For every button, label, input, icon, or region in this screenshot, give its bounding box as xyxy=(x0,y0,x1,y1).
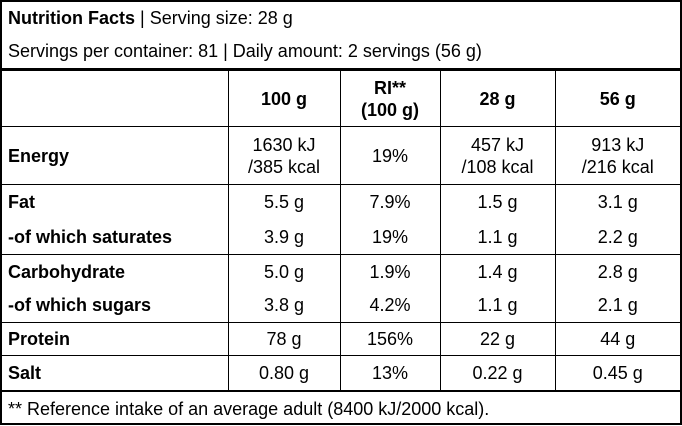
row: Energy 1630 kJ /385 kcal 19% 457 kJ /108 kc… xyxy=(2,126,680,185)
row: Fat 5.5 g 7.9% 1.5 g 3.1 g xyxy=(2,184,680,220)
value-cell: 19% xyxy=(339,219,441,255)
nutrient-name: Salt xyxy=(2,355,229,391)
header-line: Nutrition Facts | Serving size: 28 g xyxy=(2,2,680,35)
value-cell: 1.9% xyxy=(339,254,441,289)
nutrient-name: Fat xyxy=(2,184,229,220)
nutrient-name: -of which saturates xyxy=(2,219,229,255)
value-cell: 1.4 g xyxy=(439,254,556,289)
value-cell: 2.2 g xyxy=(554,219,680,255)
column-header: 56 g xyxy=(554,70,680,127)
value-cell: 1.1 g xyxy=(439,288,556,323)
header-line: Servings per container: 81 | Daily amoun… xyxy=(2,35,680,70)
value-cell: 0.22 g xyxy=(439,355,556,391)
title: Nutrition Facts xyxy=(8,8,136,28)
value-cell: 19% xyxy=(339,126,441,185)
value-cell: 13% xyxy=(339,355,441,391)
corner-cell xyxy=(2,70,229,127)
row: Salt 0.80 g 13% 0.22 g 0.45 g xyxy=(2,355,680,391)
value-cell: 7.9% xyxy=(339,184,441,220)
serving-size: | Serving size: 28 g xyxy=(140,8,293,28)
value-cell: 2.1 g xyxy=(554,288,680,323)
row: Carbohydrate 5.0 g 1.9% 1.4 g 2.8 g xyxy=(2,254,680,289)
value-cell: 3.9 g xyxy=(227,219,341,255)
value-cell: 5.0 g xyxy=(227,254,341,289)
row: -of which saturates 3.9 g 19% 1.1 g 2.2 g xyxy=(2,219,680,255)
value-cell: 0.45 g xyxy=(554,355,680,391)
value-cell: 3.1 g xyxy=(554,184,680,220)
value-cell: 1.1 g xyxy=(439,219,556,255)
value-cell: 3.8 g xyxy=(227,288,341,323)
value-cell: 5.5 g xyxy=(227,184,341,220)
value-cell: 4.2% xyxy=(339,288,441,323)
nutrition-table: 100 g RI** (100 g) 28 g 56 g Energy 1630 kJ /… xyxy=(2,70,680,391)
value-cell: 156% xyxy=(339,322,441,356)
value-cell: 44 g xyxy=(554,322,680,356)
nutrient-name: -of which sugars xyxy=(2,288,229,323)
row: Protein 78 g 156% 22 g 44 g xyxy=(2,322,680,356)
value-cell: 457 kJ /108 kcal xyxy=(439,126,556,185)
value-cell: 1630 kJ /385 kcal xyxy=(227,126,341,185)
nutrient-name: Energy xyxy=(2,126,229,185)
column-header: 100 g xyxy=(227,70,341,127)
value-cell: 913 kJ /216 kcal xyxy=(554,126,680,185)
value-cell: 78 g xyxy=(227,322,341,356)
value-cell: 22 g xyxy=(439,322,556,356)
row: -of which sugars 3.8 g 4.2% 1.1 g 2.1 g xyxy=(2,288,680,323)
header-row: 100 g RI** (100 g) 28 g 56 g xyxy=(2,70,680,127)
value-cell: 1.5 g xyxy=(439,184,556,220)
nutrient-name: Protein xyxy=(2,322,229,356)
value-cell: 0.80 g xyxy=(227,355,341,391)
footnote: ** Reference intake of an average adult … xyxy=(2,391,680,426)
value-cell: 2.8 g xyxy=(554,254,680,289)
nutrient-name: Carbohydrate xyxy=(2,254,229,289)
column-header: RI** (100 g) xyxy=(339,70,441,127)
column-header: 28 g xyxy=(439,70,556,127)
